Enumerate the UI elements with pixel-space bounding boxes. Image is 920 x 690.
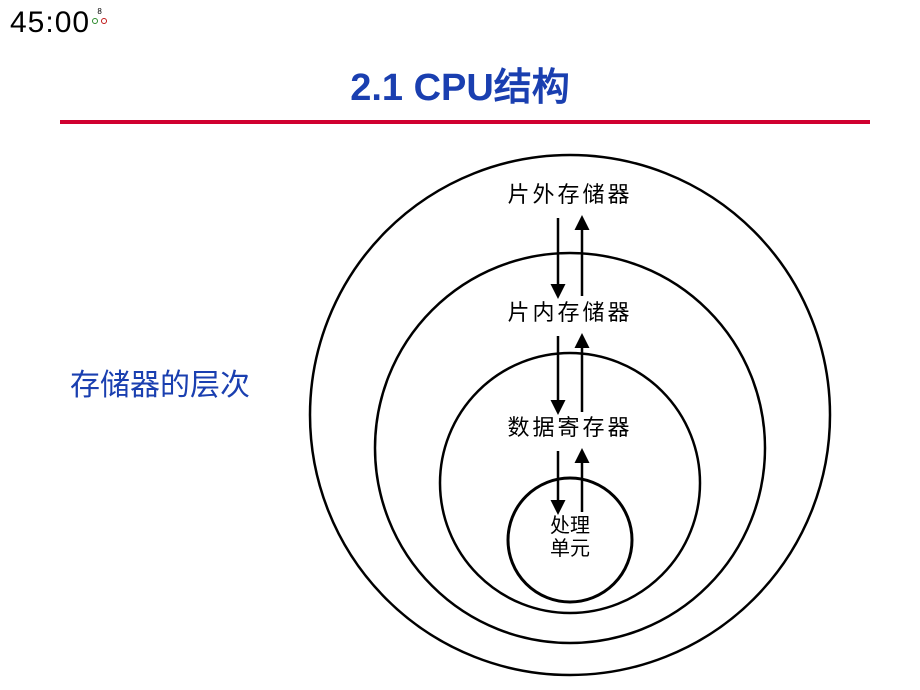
memory-hierarchy-diagram: 片外存储器片内存储器数据寄存器处理单元 (290, 140, 850, 680)
title-underline (60, 120, 870, 124)
timer-side: 8 (92, 8, 107, 24)
diagram-svg: 片外存储器片内存储器数据寄存器处理单元 (290, 140, 850, 690)
svg-text:数据寄存器: 数据寄存器 (507, 415, 632, 440)
svg-text:片外存储器: 片外存储器 (507, 182, 632, 207)
timer-widget: 45:00 8 (10, 6, 107, 40)
svg-text:片内存储器: 片内存储器 (507, 300, 632, 325)
slide-page: 45:00 8 2.1 CPU结构 存储器的层次 片外存储器片内存储器数据寄存器… (0, 0, 920, 690)
timer-dot-right (101, 18, 107, 24)
timer-dots (92, 18, 107, 24)
svg-text:处理单元: 处理单元 (550, 514, 590, 560)
timer-dot-left (92, 18, 98, 24)
timer-small: 8 (97, 8, 101, 16)
timer-main: 45:00 (10, 6, 90, 40)
page-title: 2.1 CPU结构 (0, 56, 920, 111)
side-label: 存储器的层次 (70, 360, 250, 404)
